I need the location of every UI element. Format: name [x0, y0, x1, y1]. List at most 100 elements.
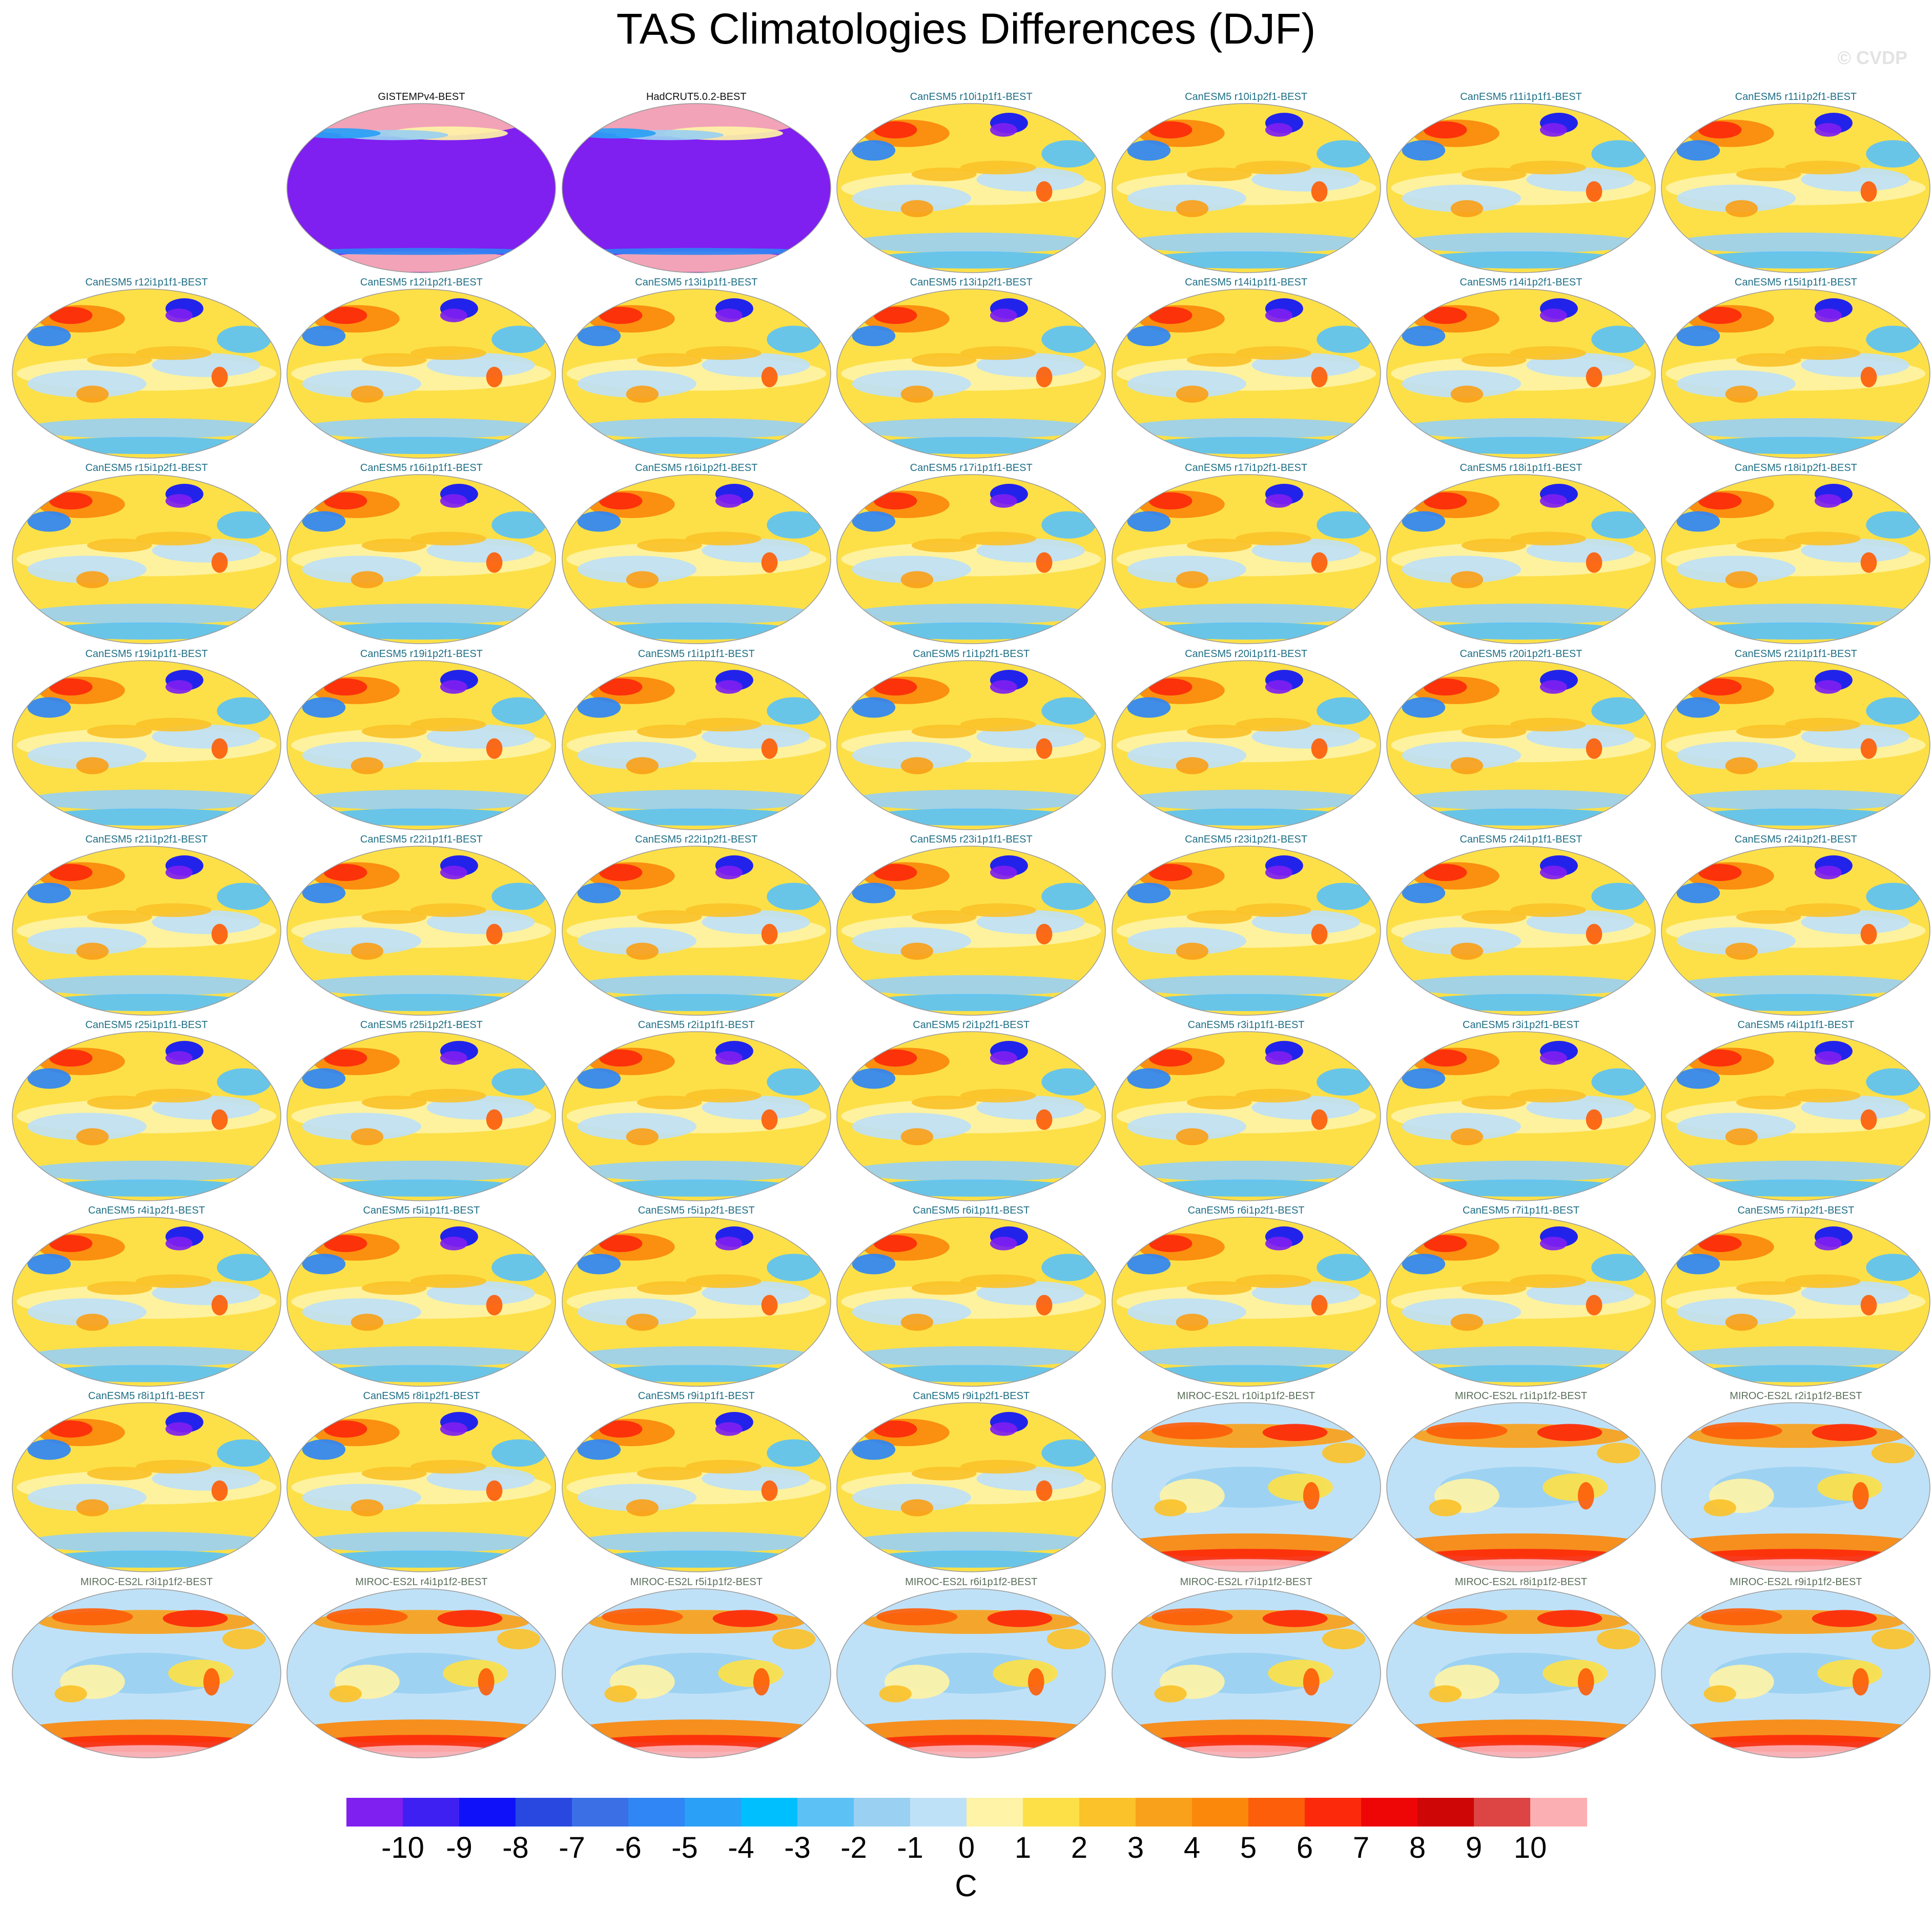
- anomaly-region: [900, 942, 934, 960]
- anomaly-region: [852, 511, 896, 532]
- colorbar-swatch: [1079, 1798, 1136, 1827]
- anomaly-region: [636, 353, 702, 367]
- anomaly-region: [1028, 1668, 1044, 1696]
- anomaly-region: [1461, 724, 1527, 738]
- anomaly-region: [874, 1235, 917, 1253]
- anomaly-region: [1586, 181, 1602, 202]
- anomaly-region: [1866, 140, 1921, 168]
- anomaly-region: [1698, 121, 1742, 139]
- anomaly-region: [49, 306, 93, 324]
- anomaly-region: [1853, 1482, 1869, 1510]
- anomaly-region: [1698, 864, 1742, 881]
- anomaly-region: [302, 1439, 346, 1460]
- anomaly-region: [626, 942, 659, 960]
- anomaly-region: [1510, 903, 1586, 917]
- anomaly-region: [852, 325, 896, 346]
- colorbar-swatch: [1136, 1798, 1193, 1827]
- anomaly-region: [135, 717, 212, 731]
- map-panel: CanESM5 r21i1p1f1-BEST: [1658, 648, 1932, 834]
- colorbar-tick: 7: [1352, 1831, 1370, 1864]
- panel-title: CanESM5 r13i1p1f1-BEST: [635, 277, 758, 289]
- anomaly-region: [1036, 552, 1053, 573]
- anomaly-region: [1316, 511, 1371, 539]
- anomaly-region: [27, 370, 147, 398]
- anomaly-region: [302, 1298, 422, 1326]
- anomaly-region: [351, 385, 384, 403]
- map-outline: [12, 1217, 281, 1387]
- anomaly-region: [1701, 1422, 1782, 1440]
- anomaly-region: [326, 1608, 408, 1626]
- anomaly-region: [772, 1628, 816, 1649]
- anomaly-region: [1725, 385, 1758, 403]
- world-map: [836, 289, 1106, 459]
- anomaly-region: [443, 1659, 508, 1687]
- map-panel: CanESM5 r23i1p1f1-BEST: [834, 834, 1108, 1019]
- world-map: [1386, 103, 1656, 273]
- anomaly-region: [718, 1659, 783, 1687]
- anomaly-region: [1402, 140, 1446, 161]
- anomaly-region: [27, 1439, 71, 1460]
- anomaly-region: [491, 511, 546, 539]
- anomaly-region: [1322, 1443, 1365, 1464]
- anomaly-region: [1423, 1049, 1467, 1067]
- anomaly-region: [299, 248, 543, 255]
- anomaly-region: [1316, 1254, 1371, 1282]
- anomaly-region: [25, 604, 269, 625]
- anomaly-region: [351, 756, 384, 774]
- map-outline: [1111, 660, 1381, 830]
- anomaly-region: [27, 1254, 71, 1275]
- anomaly-region: [1677, 741, 1796, 769]
- anomaly-region: [1688, 1365, 1904, 1383]
- anomaly-region: [876, 1608, 958, 1626]
- anomaly-region: [1577, 1482, 1594, 1510]
- map-outline: [1661, 1217, 1931, 1387]
- anomaly-region: [1736, 167, 1801, 181]
- anomaly-region: [299, 1532, 543, 1553]
- anomaly-region: [1817, 1473, 1883, 1502]
- anomaly-region: [486, 1481, 503, 1502]
- anomaly-region: [852, 1113, 972, 1140]
- anomaly-region: [636, 1467, 702, 1481]
- anomaly-region: [1402, 927, 1521, 955]
- anomaly-region: [852, 1439, 896, 1460]
- anomaly-region: [1698, 306, 1742, 324]
- panel-title: CanESM5 r19i1p2f1-BEST: [360, 648, 483, 660]
- map-outline: [12, 289, 281, 459]
- anomaly-region: [1586, 366, 1602, 387]
- anomaly-region: [626, 385, 659, 403]
- anomaly-region: [1539, 309, 1567, 322]
- anomaly-region: [1041, 1254, 1096, 1282]
- anomaly-region: [960, 903, 1036, 917]
- colorbar-tick-labels: -10 -9 -8 -7 -6 -5 -4 -3 -2 -1 0 1 2 3 4 5 6 7 8 9 10: [346, 1831, 1587, 1872]
- map-outline: [1386, 289, 1656, 459]
- anomaly-region: [588, 994, 805, 1011]
- map-panel: CanESM5 r15i1p2f1-BEST: [9, 462, 284, 648]
- anomaly-region: [486, 552, 503, 573]
- anomaly-region: [577, 1068, 621, 1089]
- anomaly-region: [862, 251, 1080, 269]
- anomaly-region: [852, 741, 972, 769]
- anomaly-region: [1127, 1113, 1246, 1140]
- map-panel: CanESM5 r1i1p1f1-BEST: [559, 648, 834, 834]
- anomaly-region: [1861, 1109, 1877, 1130]
- anomaly-region: [767, 883, 821, 910]
- map-panel: CanESM5 r25i1p1f1-BEST: [9, 1019, 284, 1205]
- anomaly-region: [1154, 1685, 1187, 1702]
- anomaly-region: [302, 556, 422, 584]
- anomaly-region: [990, 123, 1017, 137]
- anomaly-region: [440, 865, 468, 879]
- anomaly-region: [1725, 756, 1758, 774]
- anomaly-region: [87, 1281, 152, 1295]
- anomaly-region: [1399, 418, 1643, 439]
- anomaly-region: [874, 1421, 917, 1438]
- map-panel: CanESM5 r4i1p1f1-BEST: [1658, 1019, 1932, 1205]
- anomaly-region: [1688, 251, 1904, 269]
- colorbar-tick: -8: [502, 1831, 529, 1864]
- anomaly-region: [912, 167, 977, 181]
- anomaly-region: [1429, 1685, 1462, 1702]
- anomaly-region: [1124, 1346, 1368, 1367]
- map-outline: [562, 1031, 831, 1201]
- anomaly-region: [486, 366, 503, 387]
- anomaly-region: [1677, 370, 1796, 398]
- map-outline: [1386, 1588, 1656, 1758]
